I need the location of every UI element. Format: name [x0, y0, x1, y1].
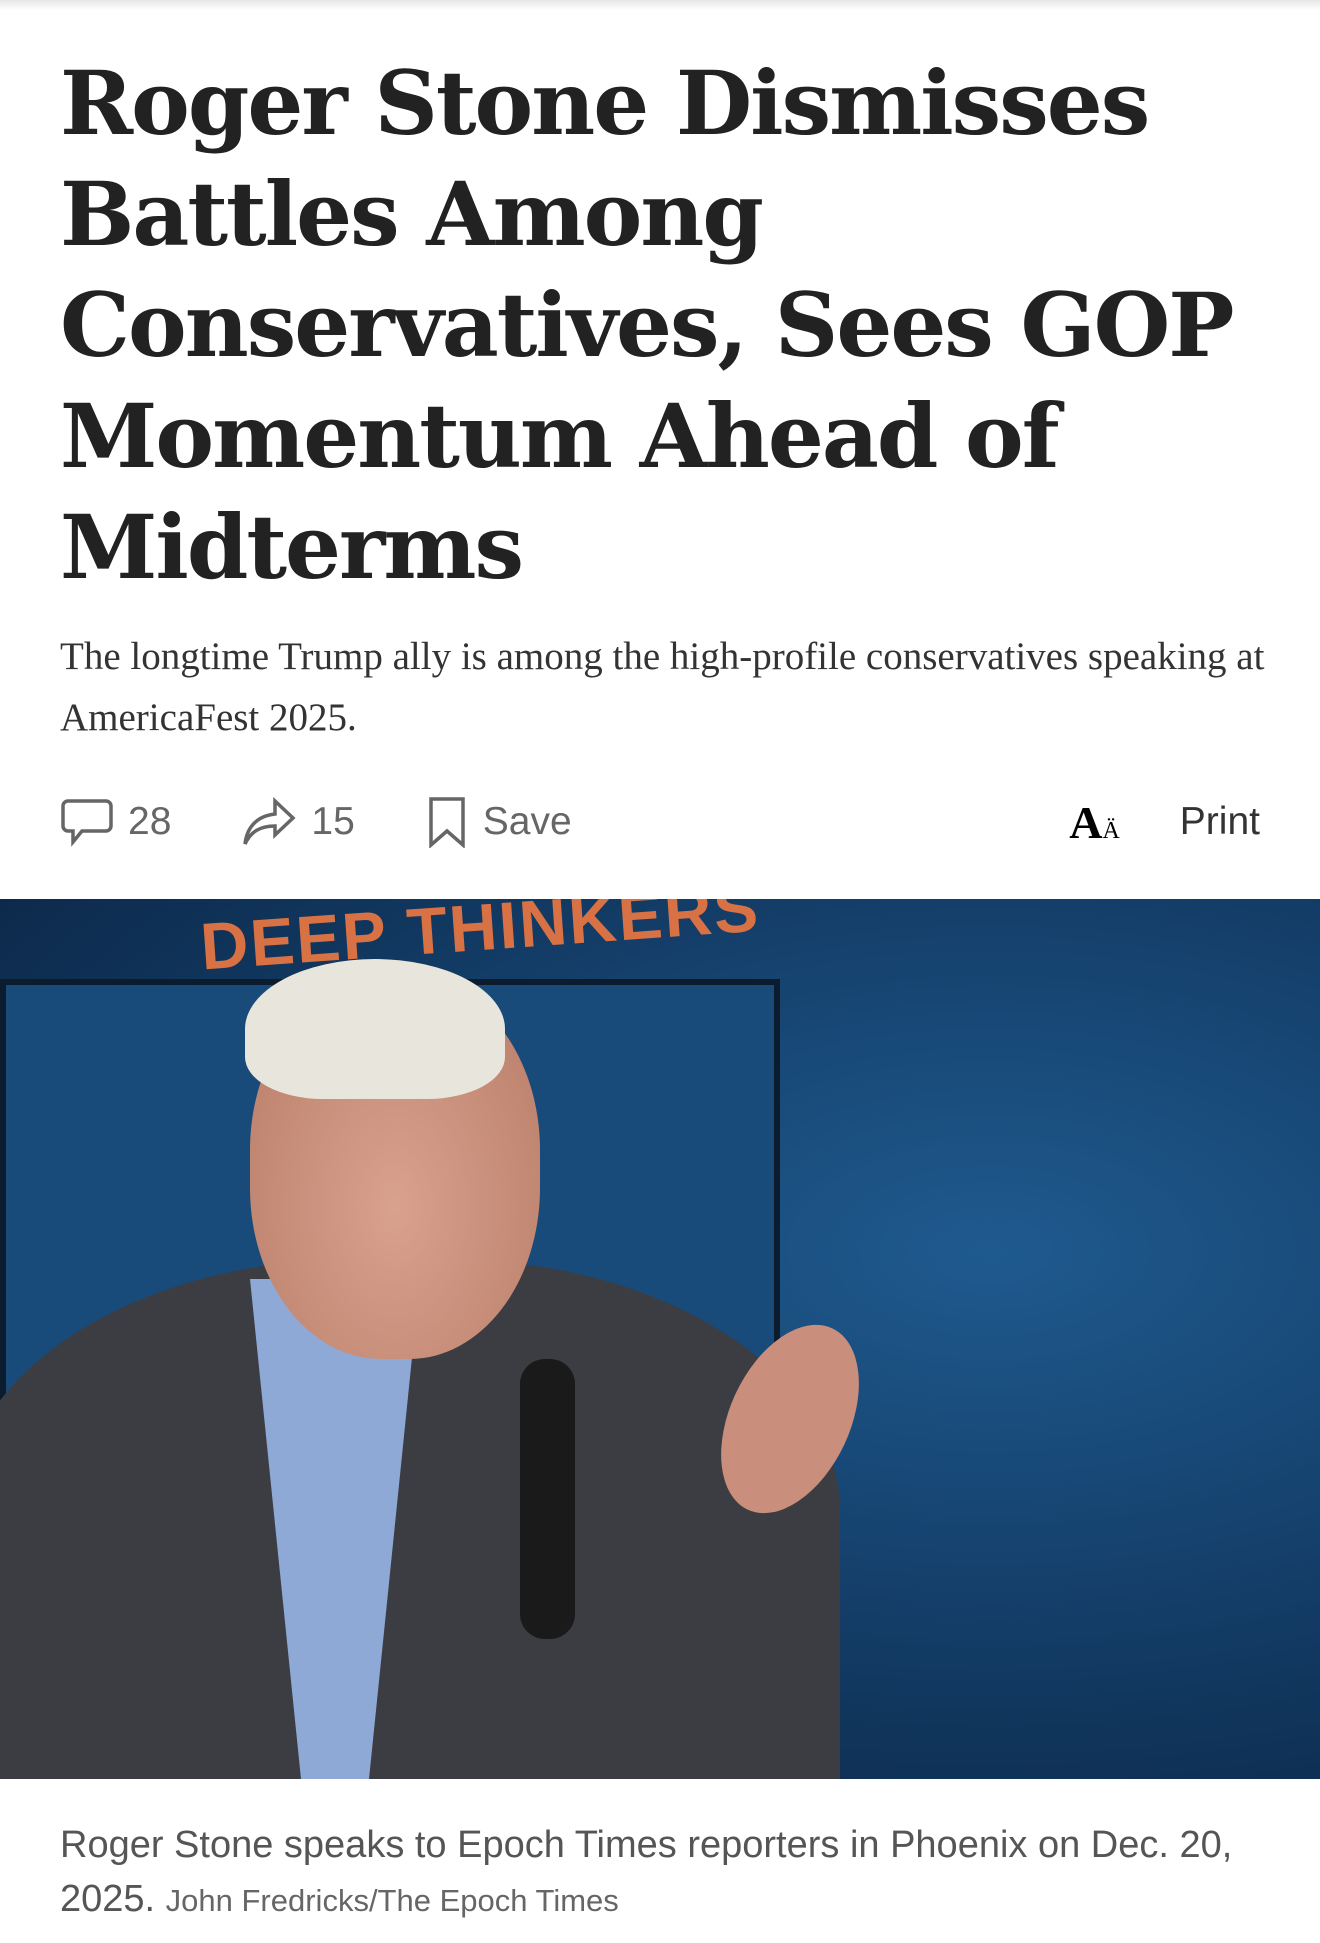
caption-text: Roger Stone speaks to Epoch Times report… — [60, 1824, 1233, 1920]
photo-backdrop-text: DEEP THINKERS — [198, 899, 763, 984]
print-button[interactable]: Print — [1179, 800, 1260, 843]
photo-caption: Roger Stone speaks to Epoch Times report… — [60, 1818, 1280, 1928]
comment-icon — [61, 799, 113, 847]
top-divider — [0, 0, 1320, 10]
article-action-bar: 28 15 Save AÄ Print — [60, 792, 1260, 852]
shares-count: 15 — [311, 800, 355, 843]
share-button[interactable]: 15 — [241, 797, 355, 847]
photo-credit: John Fredricks/The Epoch Times — [165, 1883, 619, 1918]
article-title: Roger Stone Dismisses Battles Among Cons… — [60, 51, 1234, 599]
comments-count: 28 — [128, 800, 172, 843]
save-button[interactable]: Save — [425, 796, 572, 848]
article-subtitle: The longtime Trump ally is among the hig… — [60, 635, 1265, 739]
share-icon — [243, 797, 296, 845]
comments-button[interactable]: 28 — [60, 797, 171, 847]
font-size-icon: A — [1069, 796, 1103, 848]
save-label: Save — [482, 800, 572, 843]
photo-microphone — [520, 1359, 575, 1639]
photo-subject-hair — [245, 959, 505, 1099]
font-size-small-icon: Ä — [1102, 817, 1120, 844]
bookmark-icon — [429, 797, 465, 848]
article-photo: DEEP THINKERS — [0, 899, 1320, 1779]
font-size-button[interactable]: AÄ — [1069, 796, 1120, 849]
